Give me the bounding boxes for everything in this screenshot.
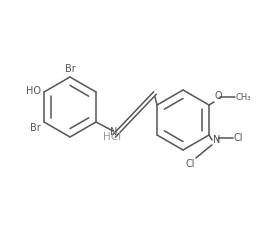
Text: HO: HO: [26, 86, 41, 96]
Text: O: O: [215, 91, 222, 101]
Text: N: N: [110, 127, 118, 137]
Text: Cl: Cl: [234, 133, 243, 143]
Text: Cl: Cl: [186, 159, 195, 169]
Text: HCl: HCl: [103, 132, 121, 142]
Text: Br: Br: [65, 64, 75, 74]
Text: CH₃: CH₃: [236, 92, 252, 101]
Text: N: N: [213, 135, 220, 145]
Text: Br: Br: [30, 123, 41, 133]
